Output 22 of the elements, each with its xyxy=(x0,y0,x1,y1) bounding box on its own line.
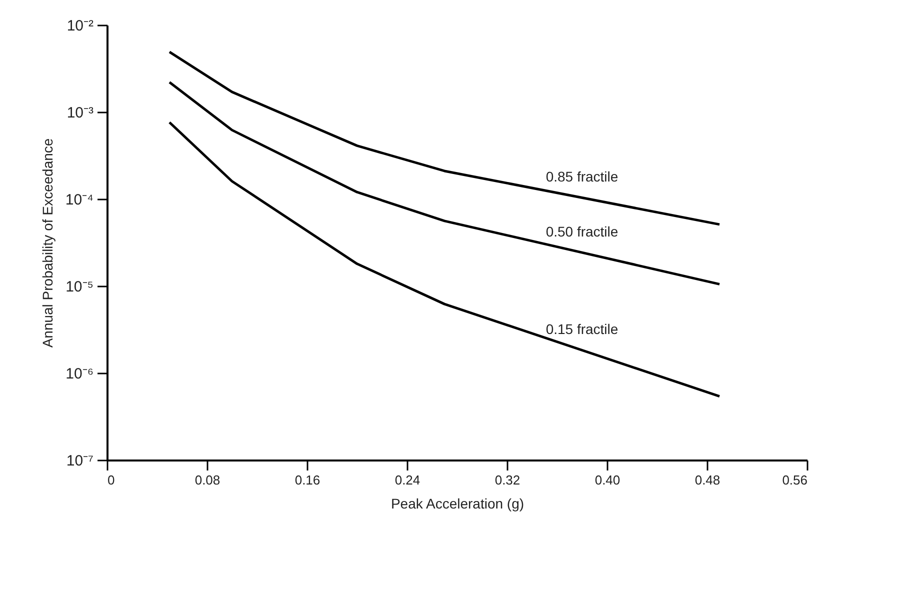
x-tick-label: 0.16 xyxy=(294,472,320,488)
y-axis-title: Annual Probability of Exceedance xyxy=(39,138,56,348)
line-series xyxy=(168,50,721,226)
y-tick-label: 10⁻² xyxy=(66,18,94,34)
series-label: 0.85 fractile xyxy=(546,168,618,185)
y-tick-label: 10⁻⁵ xyxy=(66,278,94,296)
x-tick-label: 0.24 xyxy=(394,472,420,488)
series-label: 0.50 fractile xyxy=(546,224,618,240)
line-series xyxy=(168,121,721,398)
x-tick-label: 0.56 xyxy=(782,472,808,488)
x-tick-label: 0.48 xyxy=(694,472,720,488)
x-tick-label: 0.40 xyxy=(594,472,620,488)
x-axis-title: Peak Acceleration (g) xyxy=(390,496,524,512)
y-tick-label: 10⁻³ xyxy=(66,104,94,122)
x-tick-label: 0.08 xyxy=(194,472,220,488)
series-label: 0.15 fractile xyxy=(546,321,618,338)
x-tick-label: 0.32 xyxy=(494,472,520,488)
y-tick-label: 10⁻⁴ xyxy=(65,192,94,208)
y-tick-label: 10⁻⁷ xyxy=(66,452,94,470)
line-series xyxy=(168,80,721,286)
x-tick-label: 0 xyxy=(108,472,115,488)
y-tick-label: 10⁻⁶ xyxy=(66,366,94,382)
